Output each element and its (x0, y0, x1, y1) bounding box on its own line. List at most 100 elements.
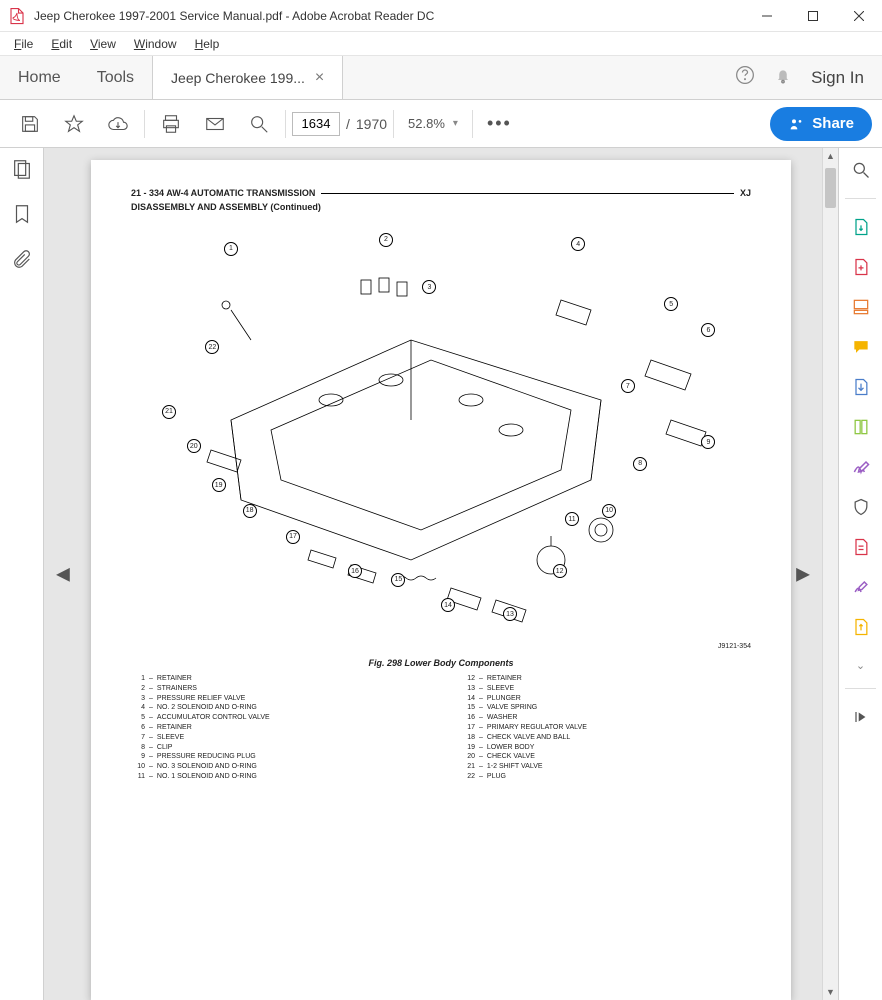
combine-icon[interactable] (849, 375, 873, 399)
callout-18: 18 (243, 504, 257, 518)
zoom-control[interactable]: 52.8% ▾ (400, 116, 466, 131)
callout-12: 12 (553, 564, 567, 578)
vertical-scrollbar[interactable]: ▲ ▼ (822, 148, 838, 1000)
legend-row: 13–SLEEVE (461, 684, 751, 694)
legend-row: 2–STRAINERS (131, 684, 421, 694)
sign-icon[interactable] (849, 455, 873, 479)
document-area[interactable]: ◀ ▶ 21 - 334 AW-4 AUTOMATIC TRANSMISSION… (44, 148, 838, 1000)
callout-19: 19 (212, 478, 226, 492)
bookmark-button[interactable] (11, 203, 33, 230)
legend-row: 16–WASHER (461, 713, 751, 723)
legend-row: 5–ACCUMULATOR CONTROL VALVE (131, 713, 421, 723)
email-button[interactable] (195, 104, 235, 144)
divider (845, 198, 875, 199)
callout-16: 16 (348, 564, 362, 578)
app-icon (8, 7, 26, 25)
legend-row: 10–NO. 3 SOLENOID AND O-RING (131, 762, 421, 772)
menu-file[interactable]: File (6, 35, 41, 53)
legend-row: 4–NO. 2 SOLENOID AND O-RING (131, 703, 421, 713)
maximize-button[interactable] (790, 0, 836, 32)
menu-help[interactable]: Help (187, 35, 228, 53)
collapse-panel-icon[interactable] (849, 705, 873, 729)
cloud-button[interactable] (98, 104, 138, 144)
callout-21: 21 (162, 405, 176, 419)
protect-icon[interactable] (849, 495, 873, 519)
menu-edit[interactable]: Edit (43, 35, 80, 53)
page-sep: / (346, 116, 350, 132)
legend-row: 8–CLIP (131, 743, 421, 753)
tab-home[interactable]: Home (0, 56, 79, 99)
legend: 1–RETAINER2–STRAINERS3–PRESSURE RELIEF V… (131, 674, 751, 782)
comment-icon[interactable] (849, 335, 873, 359)
chevron-down-icon[interactable]: ⌄ (856, 659, 865, 672)
next-page-button[interactable]: ▶ (788, 556, 818, 593)
workspace: ◀ ▶ 21 - 334 AW-4 AUTOMATIC TRANSMISSION… (0, 148, 882, 1000)
star-button[interactable] (54, 104, 94, 144)
organize-icon[interactable] (849, 415, 873, 439)
callout-20: 20 (187, 439, 201, 453)
legend-row: 20–CHECK VALVE (461, 752, 751, 762)
search-tool-icon[interactable] (849, 158, 873, 182)
scroll-up-icon[interactable]: ▲ (823, 148, 838, 164)
legend-row: 7–SLEEVE (131, 733, 421, 743)
scroll-thumb[interactable] (825, 168, 836, 208)
callout-7: 7 (621, 379, 635, 393)
page-subtitle: DISASSEMBLY AND ASSEMBLY (Continued) (131, 202, 751, 212)
chevron-down-icon: ▾ (453, 118, 458, 129)
tab-close-icon[interactable]: × (315, 69, 324, 87)
thumbnails-button[interactable] (11, 158, 33, 185)
save-button[interactable] (10, 104, 50, 144)
page-navigator: / 1970 (292, 112, 387, 136)
exploded-diagram: J9121-354 123456789101112131415161718192… (131, 220, 751, 650)
notifications-button[interactable] (773, 65, 793, 90)
window-title: Jeep Cherokee 1997-2001 Service Manual.p… (34, 9, 744, 23)
header-rule (321, 193, 734, 194)
edit-pdf-icon[interactable] (849, 295, 873, 319)
window-controls (744, 0, 882, 32)
legend-row: 12–RETAINER (461, 674, 751, 684)
close-button[interactable] (836, 0, 882, 32)
callout-15: 15 (391, 573, 405, 587)
signin-button[interactable]: Sign In (811, 68, 864, 88)
send-icon[interactable] (849, 615, 873, 639)
legend-row: 18–CHECK VALVE AND BALL (461, 733, 751, 743)
legend-row: 19–LOWER BODY (461, 743, 751, 753)
minimize-button[interactable] (744, 0, 790, 32)
scroll-down-icon[interactable]: ▼ (823, 984, 838, 1000)
fill-sign-icon[interactable] (849, 575, 873, 599)
share-label: Share (812, 115, 854, 132)
print-button[interactable] (151, 104, 191, 144)
tab-tools[interactable]: Tools (79, 56, 152, 99)
menu-window[interactable]: Window (126, 35, 185, 53)
figure-caption: Fig. 298 Lower Body Components (131, 658, 751, 668)
callout-2: 2 (379, 233, 393, 247)
menu-view[interactable]: View (82, 35, 124, 53)
callout-10: 10 (602, 504, 616, 518)
left-nav (0, 148, 44, 1000)
legend-row: 6–RETAINER (131, 723, 421, 733)
share-button[interactable]: Share (770, 107, 872, 141)
legend-row: 14–PLUNGER (461, 694, 751, 704)
page-header-right: XJ (740, 188, 751, 198)
legend-row: 9–PRESSURE REDUCING PLUG (131, 752, 421, 762)
share-icon (788, 116, 804, 132)
callout-17: 17 (286, 530, 300, 544)
more-button[interactable]: ••• (479, 113, 520, 134)
help-button[interactable] (735, 65, 755, 90)
create-pdf-icon[interactable] (849, 255, 873, 279)
menubar: File Edit View Window Help (0, 32, 882, 56)
tab-document-label: Jeep Cherokee 199... (171, 70, 305, 86)
compress-icon[interactable] (849, 535, 873, 559)
attachment-button[interactable] (11, 248, 33, 275)
page-current-input[interactable] (292, 112, 340, 136)
search-button[interactable] (239, 104, 279, 144)
window-titlebar: Jeep Cherokee 1997-2001 Service Manual.p… (0, 0, 882, 32)
figure-ref: J9121-354 (718, 643, 751, 650)
callout-13: 13 (503, 607, 517, 621)
diagram-body (131, 220, 751, 650)
export-pdf-icon[interactable] (849, 215, 873, 239)
tab-document[interactable]: Jeep Cherokee 199... × (152, 56, 343, 99)
callout-1: 1 (224, 242, 238, 256)
page-header-left: 21 - 334 AW-4 AUTOMATIC TRANSMISSION (131, 188, 315, 198)
prev-page-button[interactable]: ◀ (48, 556, 78, 593)
